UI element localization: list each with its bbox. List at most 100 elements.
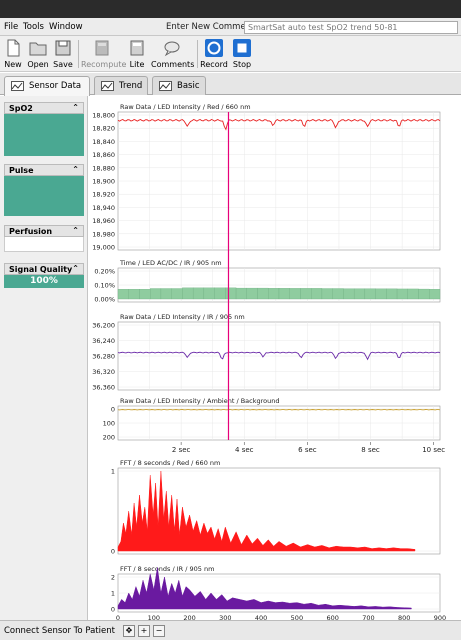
lite-button[interactable]: Lite [126,38,148,70]
move-icon[interactable]: ✥ [123,625,135,637]
perfusion-header[interactable]: Perfusion ⌃ [4,225,84,237]
chart-icon [159,81,172,91]
x-tick-label: 6 sec [298,446,317,454]
zoom-in-icon[interactable]: + [138,625,150,637]
plot-title: FFT / 8 seconds / IR / 905 nm [120,565,214,573]
record-label: Record [200,60,228,69]
data-bar [386,288,398,300]
x-tick-label: 8 sec [361,446,380,454]
fft-x-tick-label: 500 [291,614,303,620]
data-bar [150,288,162,300]
new-button[interactable]: New [2,38,24,70]
collapse-icon[interactable]: ⌃ [72,264,79,273]
pulse-header[interactable]: Pulse ⌃ [4,164,84,176]
lite-icon [130,40,144,56]
fft-area [117,567,412,610]
y-tick-label: 2 [111,574,115,582]
tab-trend[interactable]: Trend [94,76,148,95]
y-tick-label: 18,980 [92,230,115,238]
data-bar [321,288,333,300]
data-bar [160,288,172,300]
tab-basic[interactable]: Basic [152,76,206,95]
signal-quality-value: 100% [4,275,84,288]
recompute-button[interactable]: Recompute [81,38,126,70]
sensor-plots: Raw Data / LED Intensity / Red / 660 nm 1… [88,96,461,620]
data-bar [407,288,419,300]
data-bar [343,288,355,300]
plot-title: Time / LED AC/DC / IR / 905 nm [119,259,222,267]
tab-basic-label: Basic [177,81,200,91]
menu-window[interactable]: Window [49,22,83,32]
y-tick-label: 1 [111,468,115,476]
y-tick-label: 18,820 [92,125,115,133]
stop-button[interactable]: Stop [230,38,254,70]
series-line [117,118,441,131]
stop-label: Stop [232,60,252,69]
menu-tools[interactable]: Tools [23,22,44,32]
y-tick-label: 36,280 [92,353,115,361]
window-title-bar [0,0,461,18]
status-bar: Connect Sensor To Patient ✥ + − [0,620,461,640]
perfusion-value-box [4,237,84,252]
menu-file[interactable]: File [4,22,19,32]
toolbar: New Open Save Recompute Lite Comments Re… [0,36,461,72]
data-bar [117,289,129,300]
tab-sensor-data-label: Sensor Data [29,81,82,91]
comment-input[interactable]: SmartSat auto test SpO2 trend 50-81 [244,21,458,34]
spo2-header[interactable]: SpO2 ⌃ [4,102,84,114]
perfusion-label: Perfusion [9,227,53,236]
y-tick-label: 0.20% [94,268,115,276]
collapse-icon[interactable]: ⌃ [72,103,79,112]
x-tick-label: 2 sec [172,446,191,454]
comment-icon [164,41,180,57]
data-bar [268,288,280,300]
save-button[interactable]: Save [52,38,74,70]
data-bar [396,288,408,300]
y-tick-label: 0 [111,606,115,614]
y-tick-label: 0.00% [94,296,115,304]
signal-quality-label: Signal Quality [9,265,73,274]
y-tick-label: 19,000 [92,244,115,252]
recompute-icon [95,40,109,56]
toolbar-separator [197,40,198,68]
y-tick-label: 1 [111,590,115,598]
y-tick-label: 18,940 [92,204,115,212]
y-tick-label: 36,200 [92,322,115,330]
zoom-out-icon[interactable]: − [153,625,165,637]
fft-area [117,470,416,552]
fft-x-tick-label: 400 [255,614,267,620]
save-label: Save [53,60,73,69]
open-button[interactable]: Open [26,38,50,70]
tab-trend-label: Trend [119,81,143,91]
tab-sensor-data[interactable]: Sensor Data [4,76,90,96]
y-tick-label: 36,240 [92,337,115,345]
comments-button[interactable]: Comments [151,38,194,70]
data-bar [246,287,258,300]
pulse-label: Pulse [9,166,34,175]
data-bar [128,289,140,300]
y-tick-label: 18,860 [92,151,115,159]
spo2-panel: SpO2 ⌃ [4,102,84,156]
data-bar [364,288,376,300]
fft-x-tick-label: 700 [362,614,374,620]
save-icon [55,40,71,56]
data-bar [418,288,430,300]
open-label: Open [27,60,49,69]
folder-icon [29,42,47,56]
y-tick-label: 18,880 [92,164,115,172]
stop-icon [233,39,251,57]
y-tick-label: 0 [111,548,115,556]
plot-title: FFT / 8 seconds / Red / 660 nm [120,459,220,467]
pulse-value-box [4,176,84,216]
signal-quality-panel: Signal Quality ⌃ 100% [4,263,84,288]
collapse-icon[interactable]: ⌃ [72,165,79,174]
new-label: New [4,60,22,69]
new-file-icon [7,39,20,57]
collapse-icon[interactable]: ⌃ [72,226,79,235]
record-button[interactable]: Record [200,38,228,70]
x-tick-label: 4 sec [235,446,254,454]
data-bar [311,288,323,300]
x-tick-label: 10 sec [422,446,445,454]
signal-quality-header[interactable]: Signal Quality ⌃ [4,263,84,275]
data-bar [375,288,387,300]
